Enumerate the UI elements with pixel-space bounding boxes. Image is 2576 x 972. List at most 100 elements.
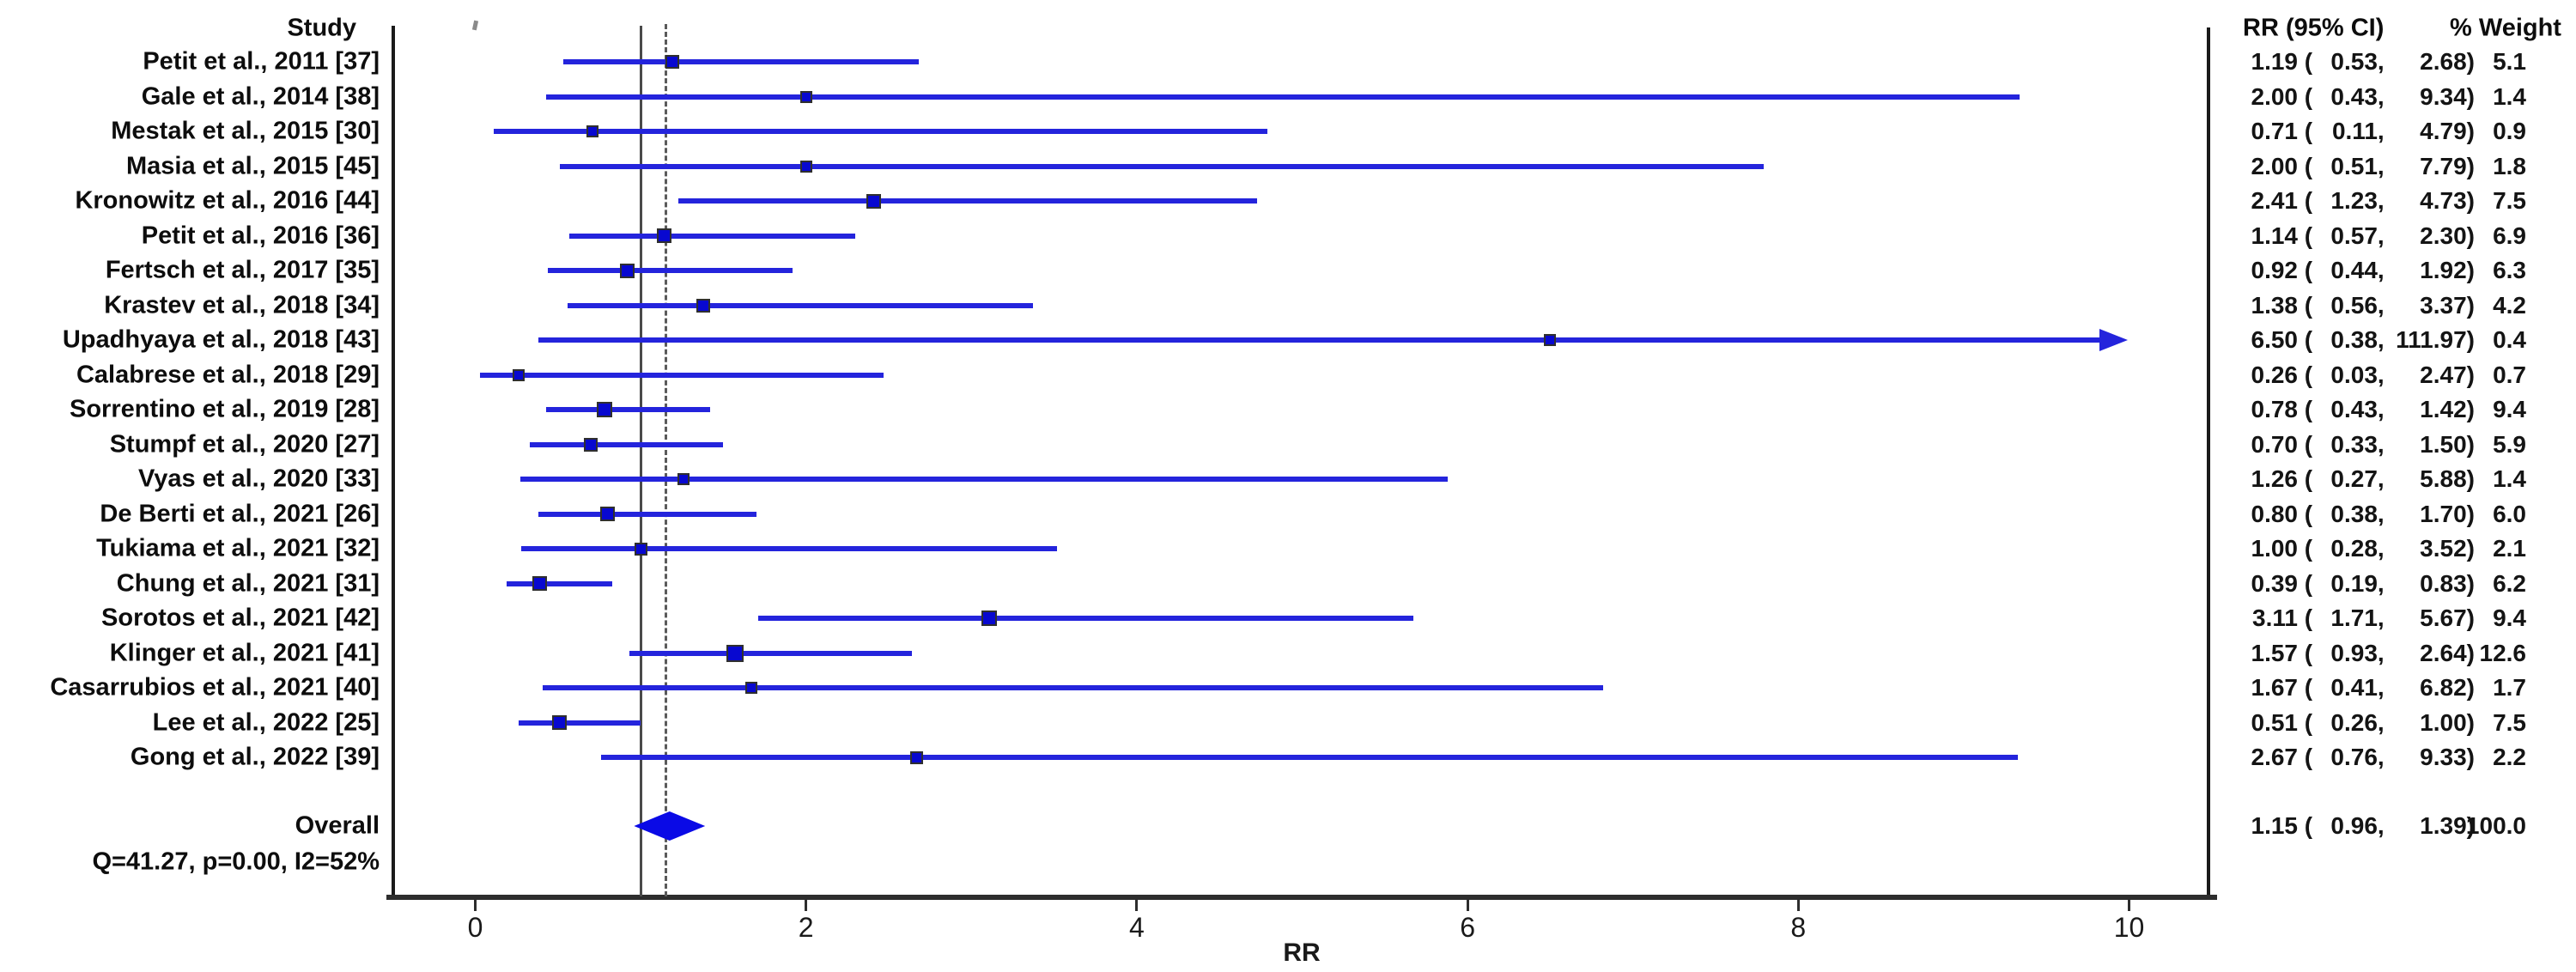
- study-label: Gong et al., 2022 [39]: [130, 743, 380, 771]
- rr-value: 0.92 ( 0.44, 1.92): [2236, 257, 2476, 284]
- rr-value: 2.41 ( 1.23, 4.73): [2236, 187, 2476, 215]
- effect-marker: [634, 542, 647, 556]
- rr-text-part: 0.80: [2251, 500, 2299, 527]
- rr-text-part: (: [2298, 361, 2319, 388]
- ci-line: [519, 477, 1448, 482]
- overall-weight-value: 100.0: [2465, 812, 2526, 839]
- rr-text-part: (: [2298, 639, 2319, 666]
- effect-marker: [620, 263, 635, 278]
- rr-text-part: ): [2466, 326, 2475, 353]
- rr-value: 6.50 ( 0.38, 111.97): [2236, 326, 2476, 354]
- ci-line: [480, 372, 884, 378]
- rr-text-part: 1.92: [2420, 257, 2467, 283]
- study-label: Chung et al., 2021 [31]: [116, 569, 380, 597]
- weight-value: 1.4: [2493, 465, 2526, 492]
- rr-text-part: 6.50: [2251, 326, 2299, 353]
- rr-text-part: 2.47: [2420, 361, 2467, 388]
- study-label: Vyas et al., 2020 [33]: [137, 465, 380, 493]
- rr-text-part: 1.71: [2330, 604, 2378, 631]
- rr-value: 1.19 ( 0.53, 2.68): [2236, 48, 2476, 76]
- rr-text-part: ,: [2377, 812, 2385, 839]
- rr-text-part: 1.57: [2251, 639, 2299, 666]
- tick-label: 8: [1790, 912, 1807, 943]
- ci-line: [600, 755, 2019, 760]
- rr-text-part: 0.43: [2330, 396, 2378, 422]
- rr-text-part: ,: [2377, 569, 2385, 597]
- effect-marker: [656, 228, 671, 243]
- ci-line: [530, 441, 724, 447]
- rr-text-part: ,: [2377, 639, 2385, 666]
- effect-marker: [512, 368, 525, 381]
- rr-text-part: 1.26: [2251, 465, 2299, 492]
- rr-text-part: (: [2298, 674, 2319, 701]
- study-label: Gale et al., 2014 [38]: [141, 82, 380, 110]
- weight-value: 0.4: [2493, 326, 2526, 353]
- rr-text-part: (: [2298, 82, 2319, 110]
- rr-text-part: 1.15: [2251, 812, 2299, 839]
- study-label: Tukiama et al., 2021 [32]: [96, 534, 380, 562]
- tick-mark: [1796, 900, 1800, 911]
- rr-text-part: ,: [2377, 396, 2385, 422]
- rr-text-part: ): [2466, 118, 2475, 144]
- rr-value: 1.14 ( 0.57, 2.30): [2236, 222, 2476, 250]
- rr-value: 0.78 ( 0.43, 1.42): [2236, 396, 2476, 423]
- weight-value: 7.5: [2493, 187, 2526, 214]
- effect-marker: [584, 437, 598, 452]
- ci-line: [569, 233, 856, 239]
- rr-text-part: ): [2466, 674, 2475, 701]
- rr-text-part: ): [2466, 187, 2475, 214]
- tick-label: 0: [467, 912, 483, 943]
- rr-text-part: 0.38: [2330, 326, 2378, 353]
- rr-text-part: ,: [2377, 500, 2385, 527]
- rr-text-part: 0.96: [2330, 812, 2378, 839]
- rr-text-part: 1.23: [2330, 187, 2378, 214]
- tick-label: 4: [1128, 912, 1145, 943]
- rr-text-part: ): [2466, 396, 2475, 422]
- rr-value: 0.26 ( 0.03, 2.47): [2236, 361, 2476, 389]
- effect-marker: [665, 55, 679, 69]
- rr-text-part: 7.79: [2420, 152, 2467, 179]
- rr-text-part: ): [2466, 744, 2475, 770]
- ci-arrow-icon: [2099, 329, 2128, 351]
- ref-line-null: [640, 26, 642, 896]
- rr-value: 0.70 ( 0.33, 1.50): [2236, 431, 2476, 459]
- rr-text-part: (: [2298, 708, 2319, 736]
- rr-text-part: ): [2466, 569, 2475, 597]
- ci-line: [629, 650, 912, 656]
- rr-text-part: ): [2466, 152, 2475, 179]
- weight-value: 6.2: [2493, 569, 2526, 597]
- weight-value: 0.7: [2493, 361, 2526, 388]
- rr-text-part: ): [2466, 361, 2475, 388]
- rr-text-part: 0.71: [2251, 118, 2299, 144]
- rr-text-part: 1.00: [2420, 708, 2467, 736]
- rr-text-part: ): [2466, 535, 2475, 562]
- rr-text-part: ,: [2377, 326, 2385, 353]
- rr-value: 2.00 ( 0.43, 9.34): [2236, 82, 2476, 111]
- rr-text-part: 2.00: [2251, 152, 2299, 179]
- rr-text-part: 1.39: [2420, 812, 2467, 839]
- rr-text-part: 1.70: [2420, 500, 2467, 527]
- axis-title: RR: [1283, 939, 1321, 967]
- rr-text-part: 0.76: [2330, 744, 2378, 770]
- rr-text-part: ): [2466, 604, 2475, 631]
- ref-line-overall: [665, 24, 667, 896]
- study-label: Masia et al., 2015 [45]: [126, 152, 380, 179]
- rr-value: 0.51 ( 0.26, 1.00): [2236, 708, 2476, 737]
- study-label: Calabrese et al., 2018 [29]: [76, 361, 380, 388]
- rr-text-part: 5.67: [2420, 604, 2467, 631]
- ci-line: [538, 337, 2099, 343]
- column-header-study: Study: [287, 14, 356, 42]
- rr-text-part: 0.41: [2330, 674, 2378, 701]
- rr-text-part: 0.78: [2251, 396, 2299, 422]
- rr-text-part: 0.83: [2420, 569, 2467, 597]
- ci-line: [507, 580, 613, 586]
- rr-text-part: ,: [2377, 604, 2385, 631]
- plot-frame-right-line: [2207, 27, 2210, 897]
- weight-value: 6.3: [2493, 257, 2526, 283]
- x-axis-line: [386, 895, 2217, 900]
- rr-text-part: (: [2298, 812, 2319, 839]
- rr-text-part: ,: [2377, 152, 2385, 179]
- rr-text-part: ,: [2377, 187, 2385, 214]
- ci-line: [559, 163, 1764, 169]
